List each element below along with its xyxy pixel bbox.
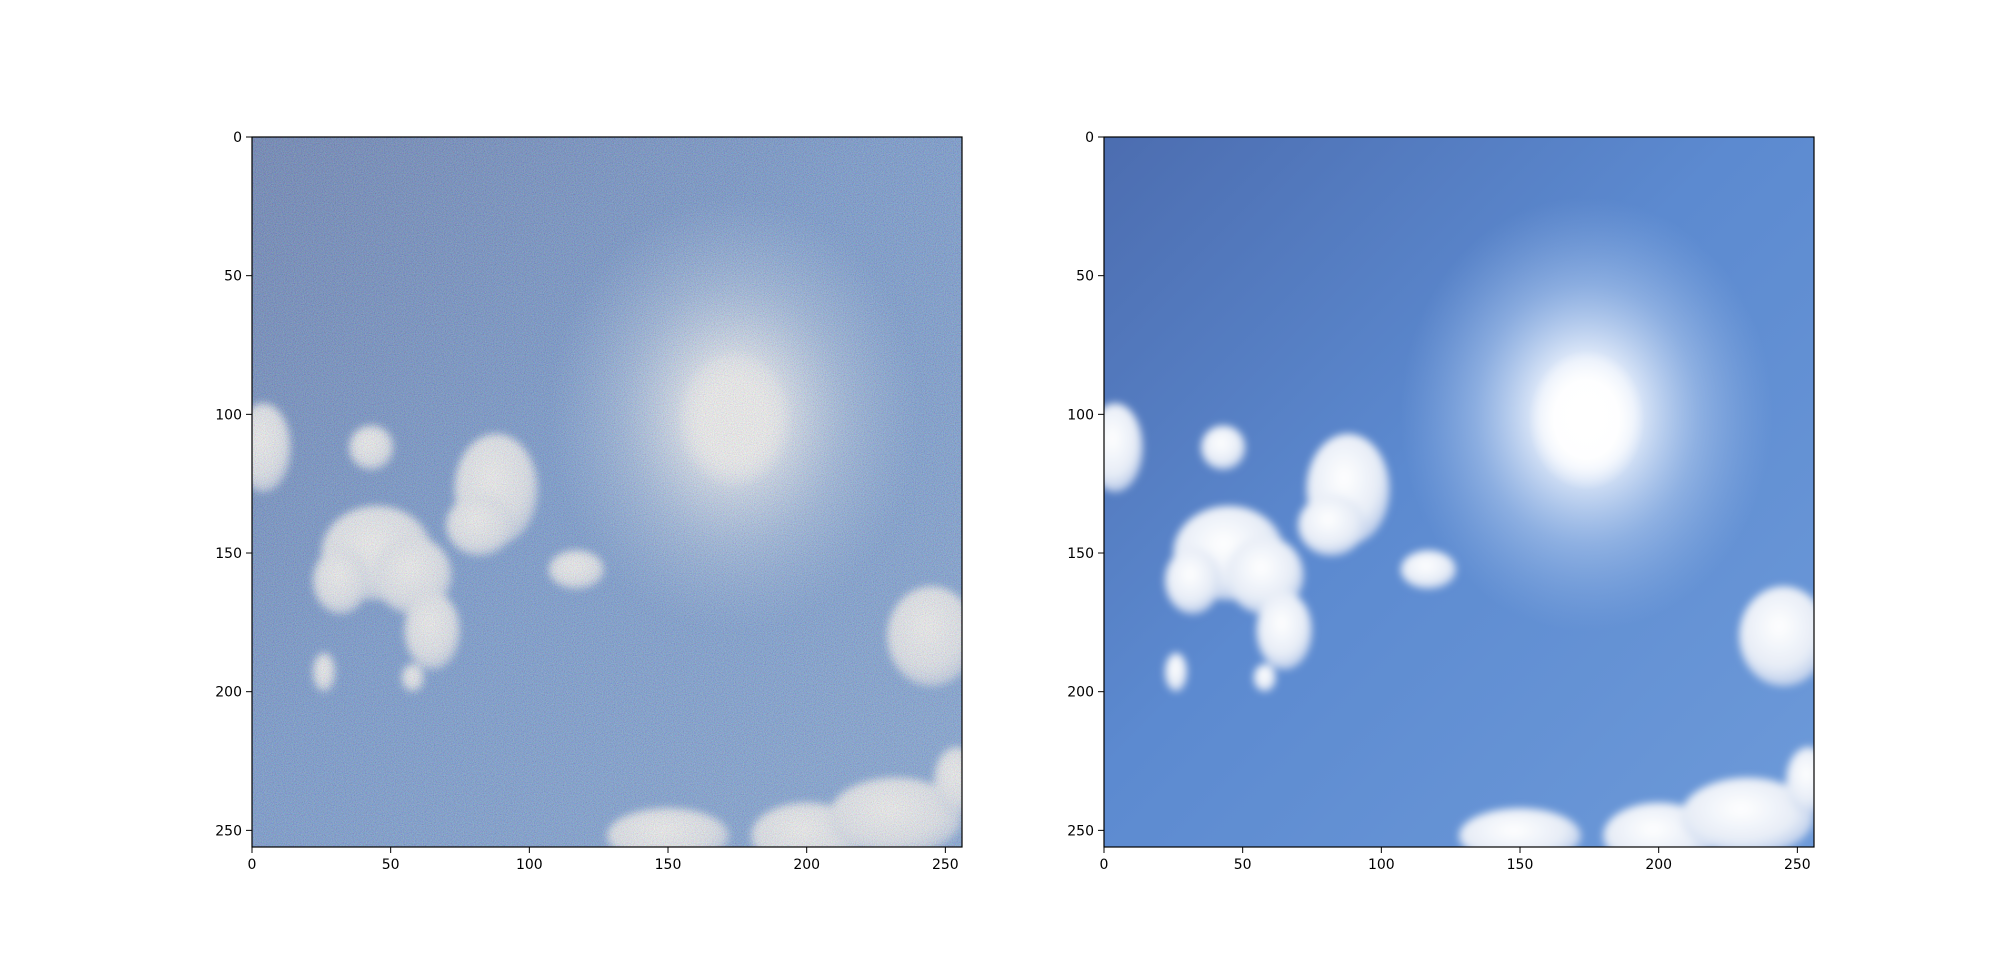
x-tick-label: 0 (248, 857, 257, 873)
x-tick-label: 50 (382, 857, 400, 873)
x-tick-label: 100 (516, 857, 543, 873)
noisy-sky-image (252, 137, 962, 847)
y-tick-label: 150 (215, 546, 242, 562)
cloud (1104, 403, 1143, 492)
y-tick-label: 0 (1085, 130, 1094, 146)
panel-denoised: 0 50 100 150 200 250 0 50 100 150 200 250 (1067, 130, 1815, 873)
cloud (1165, 547, 1221, 615)
cloud (1298, 494, 1365, 556)
y-tick-label: 200 (1067, 685, 1094, 701)
y-tick-label: 200 (215, 685, 242, 701)
y-tick-label: 100 (1067, 407, 1094, 423)
y-tick-label: 100 (215, 407, 242, 423)
cloud (1786, 747, 1814, 814)
x-tick-label: 200 (1645, 857, 1672, 873)
y-tick-label: 50 (224, 269, 242, 285)
cloud (1459, 808, 1582, 847)
panel-noisy: 0 50 100 150 200 250 0 50 100 150 200 250 (215, 130, 963, 873)
axes-frame (1103, 136, 1815, 848)
y-tick-label: 150 (1067, 546, 1094, 562)
noise-overlay (252, 137, 962, 847)
x-tick-label: 100 (1368, 857, 1395, 873)
cloud (1256, 591, 1313, 670)
x-tick-label: 50 (1234, 857, 1252, 873)
sun (1528, 350, 1645, 490)
cloud (1739, 586, 1814, 687)
denoised-sky-image (1104, 137, 1814, 847)
x-tick-label: 250 (932, 857, 959, 873)
cloud (1201, 425, 1246, 470)
cloud (1165, 652, 1188, 692)
x-tick-label: 250 (1784, 857, 1811, 873)
cloud (1680, 777, 1814, 847)
x-tick-label: 200 (793, 857, 820, 873)
cloud (1253, 663, 1276, 692)
y-tick-label: 50 (1076, 269, 1094, 285)
x-tick-label: 0 (1100, 857, 1109, 873)
y-tick-label: 0 (233, 130, 242, 146)
axes-frame (251, 136, 963, 848)
y-tick-label: 250 (215, 823, 242, 839)
cloud (1400, 550, 1457, 590)
x-tick-label: 150 (1507, 857, 1534, 873)
x-tick-label: 150 (655, 857, 682, 873)
y-tick-label: 250 (1067, 823, 1094, 839)
clouds (1104, 403, 1814, 847)
